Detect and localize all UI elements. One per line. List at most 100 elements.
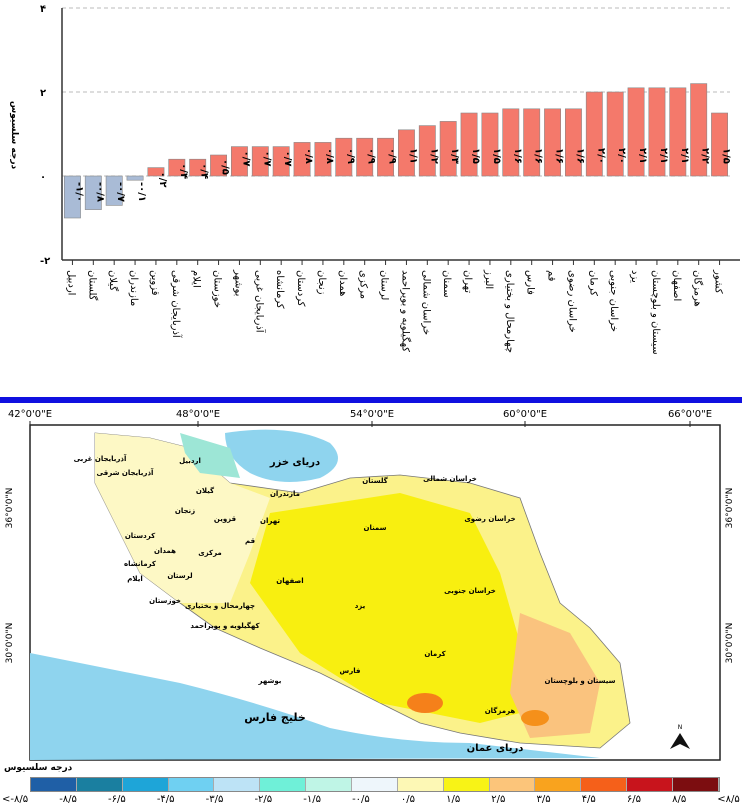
x-tick-label: بوشهر [232, 269, 243, 296]
bar [564, 108, 582, 177]
bar [147, 167, 165, 177]
province-label: آذربایجان غربی [74, 454, 127, 463]
bar-value-label: ۰/۷ [282, 151, 293, 167]
bar-value-label: ۱/۵ [491, 148, 502, 164]
x-tick-label: خراسان شمالی [420, 270, 431, 335]
bar-value-label: ۲/۱ [679, 148, 690, 164]
bar-value-label: ۲/۰ [595, 148, 606, 164]
oman-label: دریای عمان [467, 743, 524, 754]
legend-label: <۸/۵ [717, 794, 740, 805]
latitude-label: 30°0'0"N [5, 623, 15, 664]
province-label: خراسان جنوبی [444, 587, 496, 595]
province-label: سیستان و بلوچستان [544, 677, 615, 685]
legend-swatch [581, 778, 628, 791]
bar-value-label: ۱/۶ [554, 148, 565, 164]
legend-swatch [443, 778, 490, 791]
bar-value-label: ۰/۸ [324, 148, 335, 164]
province-label: قزوین [214, 515, 237, 523]
x-tick-label: کردستان [295, 270, 306, 307]
legend-label: ۲/۵ [491, 794, 506, 805]
legend-label: ۴/۵ [581, 794, 596, 805]
x-tick-label: آذربایجان غربی [253, 270, 266, 334]
legend-label: <-۸/۵ [2, 794, 29, 805]
province-label: اصفهان [276, 577, 303, 585]
bar-value-label: ۱/۶ [574, 148, 585, 164]
province-label: زنجان [175, 507, 195, 515]
legend-labels: <-۸/۵ -۸/۵ -۶/۵ -۴/۵ -۳/۵ -۲/۵ -۱/۵ -۰/۵ ۰/۵ ۱/۵ ۲… [0, 794, 742, 808]
x-tick-label: لرستان [379, 270, 390, 300]
x-tick-label: سیستان و بلوچستان [650, 270, 661, 355]
bar-value-label: ۱/۳ [449, 148, 460, 164]
bar [606, 91, 624, 177]
bar-value-label: ۱/۶ [533, 148, 544, 164]
bar [418, 125, 436, 177]
bar [481, 112, 499, 177]
x-tick-label: یزد [629, 270, 640, 283]
latitude-label: 36°0'0"N [725, 488, 735, 529]
province-label: همدان [154, 547, 176, 555]
province-label: تهران [260, 517, 280, 525]
bar-value-label: ۰/۴ [178, 163, 189, 179]
province-label: کرمان [424, 650, 446, 658]
divider [0, 397, 742, 403]
legend-label: -۳/۵ [205, 794, 224, 805]
x-tick-label: کشور [713, 269, 724, 294]
legend-label: -۶/۵ [108, 794, 126, 805]
legend-swatch [76, 778, 123, 791]
hot-spot-hormozgan [407, 693, 443, 713]
legend-swatch [168, 778, 215, 791]
bar-value-label: ۰/۹ [387, 148, 398, 164]
bar-value-label: ۰/۲ [157, 172, 168, 188]
bar [63, 175, 81, 219]
legend-label: ۰/۵ [400, 794, 415, 805]
province-label: گلستان [362, 476, 388, 485]
x-tick-label: اردبیل [65, 270, 76, 295]
north-arrow-icon: N [670, 724, 690, 749]
legend-swatch [397, 778, 444, 791]
x-tick-label: کهگیلویه و بویراحمد [399, 270, 411, 352]
bar-value-label: ۲/۰ [616, 148, 627, 164]
bar-value-label: -۰/۸ [94, 182, 105, 202]
x-tick-label: اصفهان [671, 270, 682, 301]
gulf-label: خلیج فارس [244, 711, 306, 724]
x-tick-label: فارس [525, 270, 536, 295]
x-tick-label: البرز [483, 269, 494, 289]
legend-swatch [535, 778, 582, 791]
bar [335, 137, 353, 177]
bar [585, 91, 603, 177]
legend-title: درجه سلسیوس [4, 763, 73, 773]
province-label: اردبیل [179, 457, 201, 465]
bar-value-label: ۱/۲ [428, 148, 439, 164]
province-label: کردستان [125, 532, 156, 540]
bar-value-label: ۲/۲ [700, 148, 711, 164]
bar-value-label: -۱/۰ [73, 182, 84, 202]
bar [189, 158, 207, 177]
bar-value-label: ۱/۱ [407, 148, 418, 164]
province-label: خراسان شمالی [423, 475, 477, 483]
legend-swatch [214, 778, 261, 791]
cool-zone-north [180, 433, 240, 478]
province-label: خراسان رضوی [464, 515, 515, 523]
bar [210, 154, 228, 177]
longitude-label: 54°0'0"E [350, 409, 394, 420]
legend-swatch [260, 778, 307, 791]
x-tick-label: کرمان [587, 270, 598, 296]
bar-value-label: ۰/۹ [345, 148, 356, 164]
province-label: کرمانشاه [124, 560, 157, 568]
x-tick-label: قم [546, 270, 557, 282]
x-tick-label: چهارمحال و بختیاری [504, 270, 515, 353]
x-tick-label: قزوین [149, 270, 160, 296]
bar [84, 175, 102, 210]
latitude-label: 30°0'0"N [725, 623, 735, 664]
bar [502, 108, 520, 177]
legend-label: -۰/۵ [352, 794, 370, 805]
x-tick-label: خوزستان [212, 270, 223, 308]
legend-label: -۱/۵ [303, 794, 321, 805]
province-label: گیلان [196, 486, 215, 495]
bar-value-label: ۰/۵ [220, 159, 231, 175]
bar [356, 137, 374, 177]
bar [669, 87, 687, 177]
province-label: سمنان [363, 524, 386, 532]
bar-value-label: ۰/۷ [240, 151, 251, 167]
